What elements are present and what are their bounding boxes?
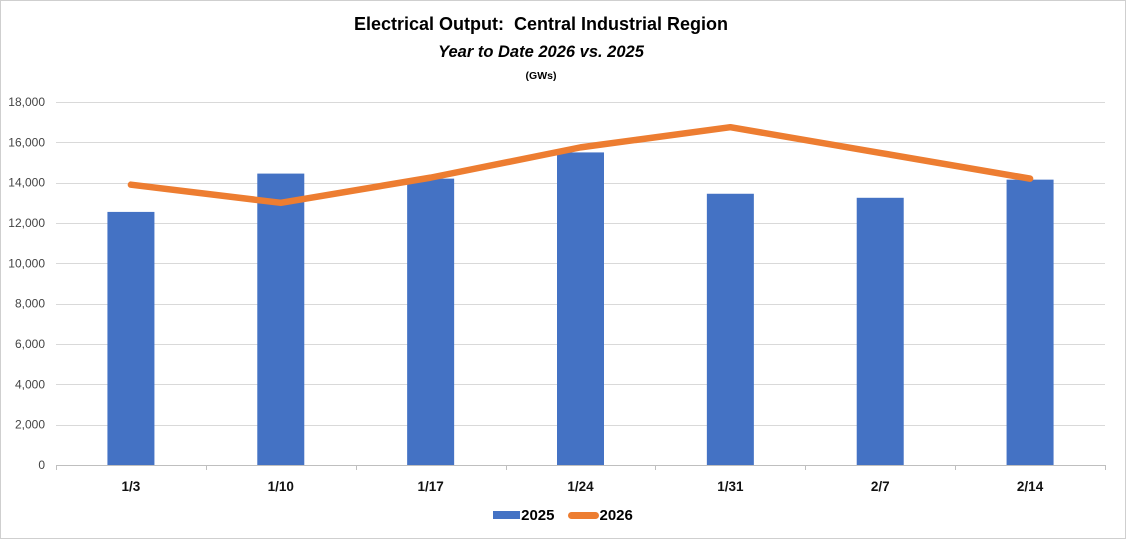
y-axis-tick-label: 14,000 — [8, 176, 45, 190]
bar-2025 — [557, 152, 604, 465]
y-axis-tick-label: 16,000 — [8, 135, 45, 149]
x-axis-category-label: 2/7 — [871, 479, 890, 494]
chart-header: Electrical Output: Central Industrial Re… — [1, 13, 1081, 83]
legend-line-swatch-icon — [567, 511, 599, 519]
y-axis-tick-label: 6,000 — [15, 337, 45, 351]
legend-label-2026: 2026 — [599, 506, 633, 524]
x-axis-category-label: 2/14 — [1017, 479, 1044, 494]
y-axis-tick-label: 2,000 — [15, 418, 45, 432]
chart-subtitle: Year to Date 2026 vs. 2025 — [438, 43, 644, 61]
chart-title: Electrical Output: Central Industrial Re… — [353, 14, 729, 34]
x-axis-category-label: 1/3 — [122, 479, 141, 494]
chart-legend: 2025 2026 — [1, 504, 1125, 526]
y-axis-tick-label: 12,000 — [8, 216, 45, 230]
chart-units-label: (GWs) — [525, 70, 557, 82]
y-axis-tick-label: 18,000 — [8, 95, 45, 109]
y-axis-tick-label: 0 — [38, 458, 45, 472]
x-axis-category-label: 1/31 — [717, 479, 744, 494]
y-axis-tick-label: 10,000 — [8, 256, 45, 270]
legend-item-2026: 2026 — [567, 506, 633, 524]
line-2026 — [127, 123, 1034, 207]
bar-2025 — [257, 173, 305, 465]
x-axis-category-label: 1/10 — [268, 479, 294, 494]
y-axis-tick-label: 4,000 — [15, 377, 45, 391]
bar-2025 — [407, 178, 455, 465]
x-axis-category-label: 1/17 — [418, 479, 444, 494]
bar-2025 — [706, 193, 754, 465]
legend-bar-swatch-icon — [493, 511, 521, 519]
bar-2025 — [1006, 179, 1054, 465]
legend-label-2025: 2025 — [521, 506, 555, 524]
legend-item-2025: 2025 — [493, 506, 555, 524]
x-axis-category-label: 1/24 — [567, 479, 594, 494]
bar-2025 — [856, 197, 904, 465]
bar-2025 — [107, 211, 155, 465]
y-axis-tick-label: 8,000 — [15, 297, 45, 311]
